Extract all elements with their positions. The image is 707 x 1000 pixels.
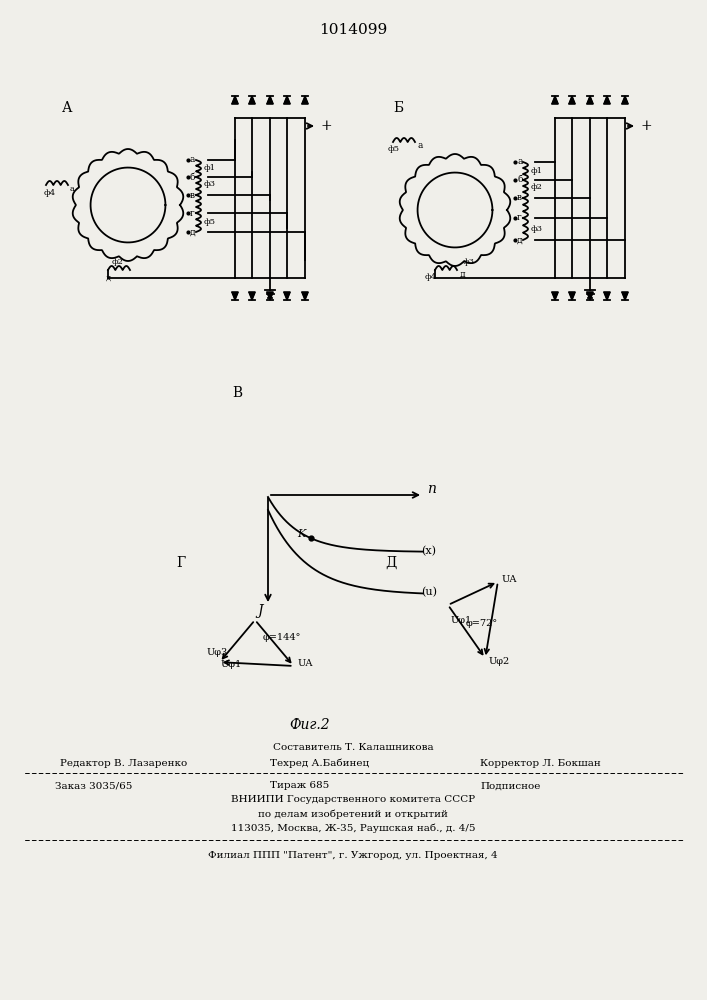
Polygon shape (249, 96, 255, 104)
Polygon shape (232, 96, 238, 104)
Text: а: а (70, 185, 75, 193)
Polygon shape (604, 96, 610, 104)
Text: (u): (u) (421, 587, 437, 597)
Text: по делам изобретений и открытий: по делам изобретений и открытий (258, 809, 448, 819)
Text: Составитель Т. Калашникова: Составитель Т. Калашникова (273, 744, 433, 752)
Text: Uφ3: Uφ3 (207, 648, 228, 657)
Text: ф2: ф2 (531, 183, 543, 191)
Polygon shape (232, 292, 238, 300)
Text: ф5: ф5 (388, 145, 400, 153)
Polygon shape (551, 96, 559, 104)
Text: ф4: ф4 (44, 189, 56, 197)
Text: Заказ 3035/65: Заказ 3035/65 (55, 782, 132, 790)
Polygon shape (621, 292, 629, 300)
Text: б: б (517, 176, 522, 184)
Text: д: д (460, 269, 466, 278)
Polygon shape (284, 292, 290, 300)
Text: А: А (62, 101, 73, 115)
Polygon shape (587, 96, 593, 104)
Text: +: + (640, 119, 652, 133)
Text: д: д (517, 235, 522, 244)
Text: ВНИИПИ Государственного комитета СССР: ВНИИПИ Государственного комитета СССР (231, 796, 475, 804)
Text: а: а (517, 157, 522, 166)
Text: Uφ1: Uφ1 (221, 660, 242, 669)
Polygon shape (551, 292, 559, 300)
Text: Г: Г (176, 556, 185, 570)
Text: ф4: ф4 (425, 273, 437, 281)
Polygon shape (267, 292, 273, 300)
Polygon shape (302, 292, 308, 300)
Text: UА: UА (298, 659, 313, 668)
Text: ф3: ф3 (463, 258, 475, 266)
Text: Uφ2: Uφ2 (489, 657, 510, 666)
Text: а: а (417, 141, 422, 150)
Text: ф2: ф2 (112, 258, 124, 266)
Text: Корректор Л. Бокшан: Корректор Л. Бокшан (480, 758, 601, 768)
Text: в: в (190, 190, 195, 200)
Text: Филиал ППП "Патент", г. Ужгород, ул. Проектная, 4: Филиал ППП "Патент", г. Ужгород, ул. Про… (208, 850, 498, 859)
Text: д: д (190, 228, 196, 236)
Text: Подписное: Подписное (480, 782, 540, 790)
Text: Редактор В. Лазаренко: Редактор В. Лазаренко (60, 758, 187, 768)
Text: Тираж 685: Тираж 685 (270, 782, 329, 790)
Text: (x): (x) (421, 546, 436, 556)
Text: n: n (426, 482, 436, 496)
Polygon shape (267, 96, 273, 104)
Text: ф3: ф3 (204, 180, 216, 188)
Polygon shape (604, 292, 610, 300)
Text: Б: Б (393, 101, 403, 115)
Polygon shape (302, 96, 308, 104)
Polygon shape (249, 292, 255, 300)
Text: φ=72°: φ=72° (466, 618, 498, 628)
Text: г: г (190, 209, 194, 218)
Text: г: г (517, 214, 522, 223)
Text: 1014099: 1014099 (319, 23, 387, 37)
Text: Техред А.Бабинец: Техред А.Бабинец (270, 758, 369, 768)
Text: ф3: ф3 (531, 225, 543, 233)
Polygon shape (569, 96, 575, 104)
Text: ф1: ф1 (531, 167, 543, 175)
Polygon shape (284, 96, 290, 104)
Text: В: В (232, 386, 242, 400)
Text: J: J (257, 604, 263, 618)
Polygon shape (569, 292, 575, 300)
Text: Д: Д (385, 556, 397, 570)
Text: в: в (517, 194, 522, 202)
Text: UА: UА (502, 575, 518, 584)
Text: φ=144°: φ=144° (263, 634, 301, 643)
Text: ф5: ф5 (204, 219, 216, 227)
Polygon shape (621, 96, 629, 104)
Text: а: а (190, 155, 195, 164)
Text: +: + (320, 119, 332, 133)
Text: д: д (106, 274, 111, 282)
Text: б: б (190, 172, 196, 182)
Text: Фиг.2: Фиг.2 (290, 718, 330, 732)
Text: Uφ1: Uφ1 (450, 616, 472, 625)
Text: K: K (297, 529, 305, 539)
Text: ф1: ф1 (204, 164, 216, 172)
Text: 113035, Москва, Ж-35, Раушская наб., д. 4/5: 113035, Москва, Ж-35, Раушская наб., д. … (230, 823, 475, 833)
Polygon shape (587, 292, 593, 300)
